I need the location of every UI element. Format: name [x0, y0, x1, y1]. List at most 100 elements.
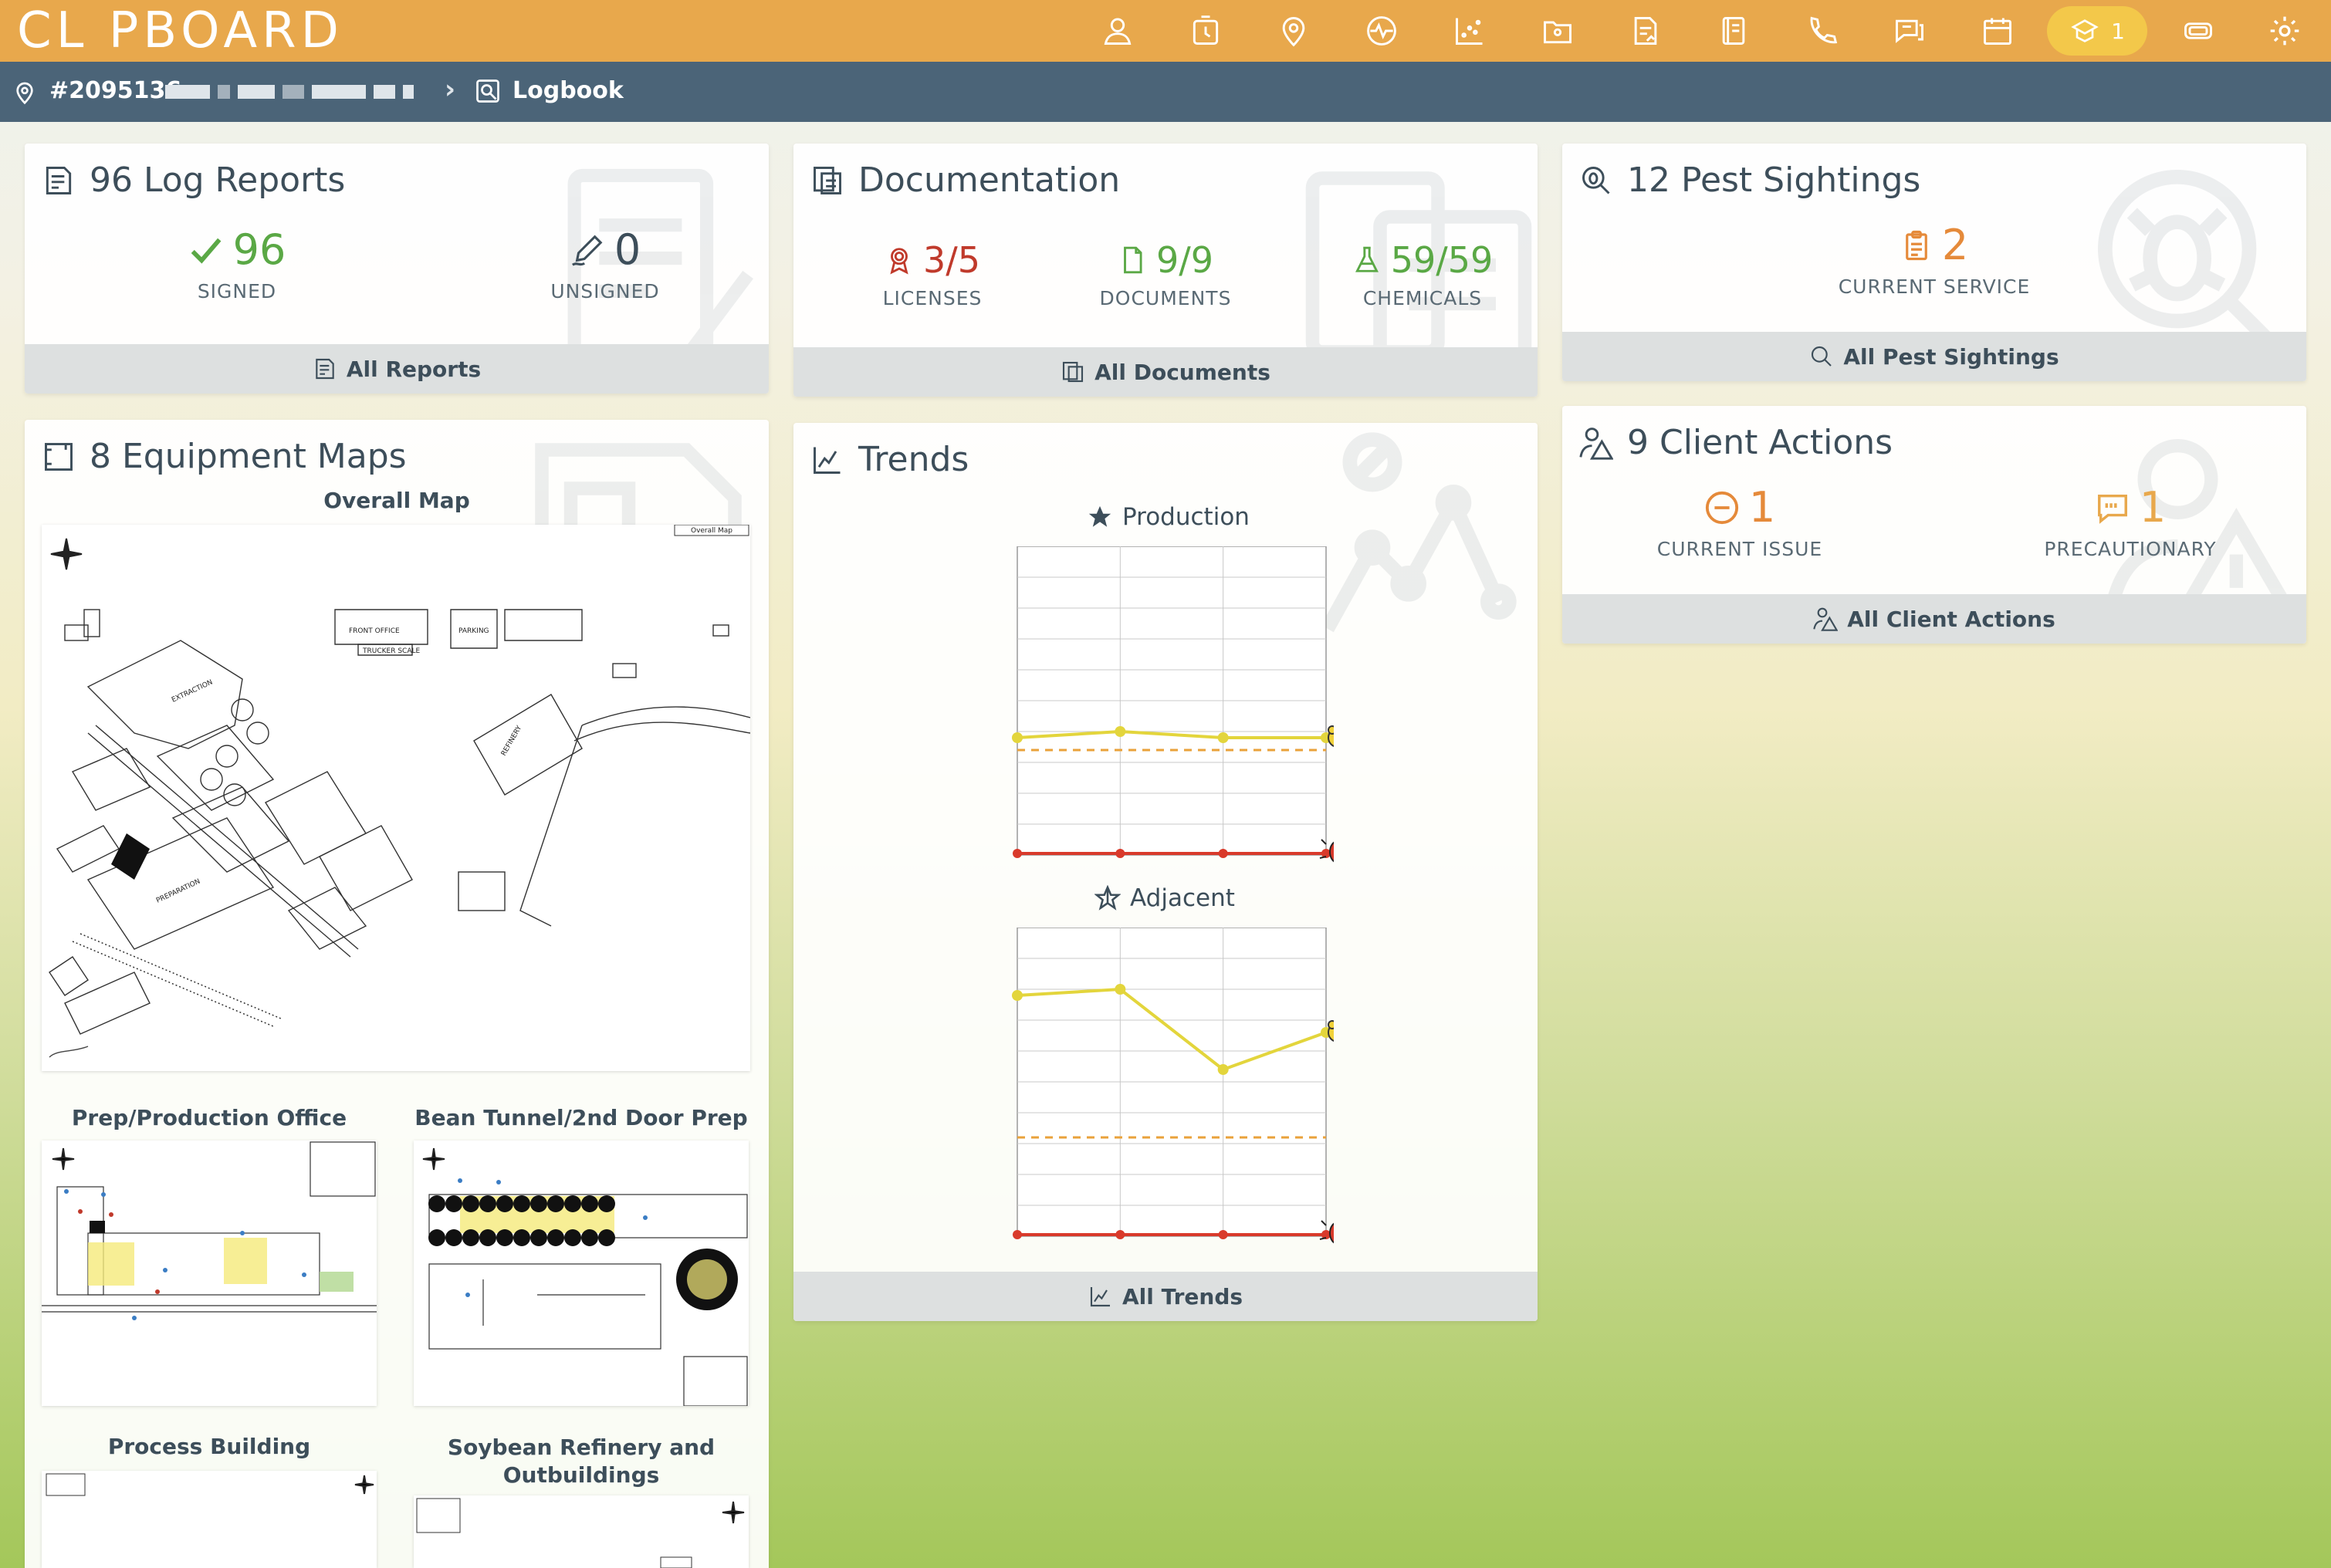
equipment-maps-title[interactable]: 8 Equipment Maps — [42, 437, 407, 476]
signed-stat[interactable]: 96 SIGNED — [148, 225, 326, 302]
chart-point-base — [1321, 849, 1331, 858]
signed-document-icon[interactable] — [1626, 11, 1666, 51]
graduation-box-icon — [2071, 19, 2099, 42]
chart-point-main — [1012, 732, 1023, 743]
chemicals-label: CHEMICALS — [1362, 287, 1483, 309]
prep-production-map-image[interactable] — [42, 1141, 377, 1406]
line-chart-icon — [814, 447, 841, 474]
all-client-actions-link[interactable]: All Client Actions — [1562, 594, 2306, 644]
signed-label: SIGNED — [197, 280, 277, 302]
log-reports-title[interactable]: 96 Log Reports — [42, 161, 345, 200]
phone-icon[interactable] — [1802, 11, 1842, 51]
current-service-label: CURRENT SERVICE — [1838, 275, 2031, 298]
chemicals-stat[interactable]: 59/59 CHEMICALS — [1326, 239, 1519, 309]
folder-icon[interactable] — [1538, 11, 1578, 51]
settings-gear-icon[interactable] — [2265, 11, 2305, 51]
bean-tunnel-map-image[interactable] — [414, 1141, 749, 1406]
rodent-icon — [1328, 725, 1334, 747]
scatter-chart-icon[interactable] — [1450, 11, 1490, 51]
licenses-stat[interactable]: 3/5 LICENSES — [847, 239, 1017, 309]
pest-magnifier-icon — [1812, 346, 1832, 367]
overall-map-label: REFINERY — [500, 725, 524, 758]
documentation-title-text: Documentation — [858, 161, 1121, 200]
equipment-maps-card: 8 Equipment Maps Overall Map Overall Map — [25, 420, 769, 1568]
documents-stat[interactable]: 9/9 DOCUMENTS — [1073, 239, 1258, 309]
ticket-icon[interactable] — [2178, 11, 2218, 51]
chart-point-base — [1321, 1230, 1331, 1239]
calendar-icon[interactable] — [1977, 11, 2018, 51]
trend-name-production: Production — [1122, 503, 1250, 531]
all-reports-label: All Reports — [346, 356, 482, 382]
chart-series-main — [1017, 729, 1326, 739]
all-pest-sightings-link[interactable]: All Pest Sightings — [1562, 332, 2306, 381]
trends-title[interactable]: Trends — [810, 440, 969, 479]
documents-value: 9/9 — [1155, 239, 1214, 281]
all-documents-link[interactable]: All Documents — [793, 347, 1538, 397]
trends-card: Trends Production Adjacent All Trends — [793, 423, 1538, 1321]
unsigned-label: UNSIGNED — [550, 280, 660, 302]
stopwatch-icon[interactable] — [1186, 11, 1226, 51]
all-documents-label: All Documents — [1094, 359, 1270, 385]
overall-map-drawing: Overall Map — [49, 525, 750, 1058]
chart-point-main — [1217, 732, 1229, 743]
report-icon — [316, 358, 334, 380]
log-reports-card: 96 Log Reports 96 SIGNED 0 UNSIGNED All … — [25, 144, 769, 394]
pest-sightings-title[interactable]: 12 Pest Sightings — [1579, 161, 1920, 200]
breadcrumb-account[interactable]: #2095136 — [49, 77, 182, 104]
chart-point-main — [1115, 984, 1126, 995]
overall-map-label: EXTRACTION — [171, 678, 214, 704]
soybean-refinery-map-image[interactable] — [414, 1495, 749, 1568]
documentation-title[interactable]: Documentation — [810, 161, 1120, 200]
flask-icon — [1355, 246, 1379, 272]
location-pin-icon[interactable] — [1274, 11, 1314, 51]
unsigned-stat[interactable]: 0 UNSIGNED — [513, 225, 698, 302]
overall-map-label: FRONT OFFICE — [349, 627, 400, 635]
all-trends-label: All Trends — [1122, 1283, 1243, 1309]
map-title-bean-tunnel: Bean Tunnel/2nd Door Prep — [414, 1105, 748, 1130]
speech-quote-icon — [2097, 494, 2127, 524]
binder-icon[interactable] — [1714, 11, 1754, 51]
training-badge[interactable]: 1 — [2047, 6, 2147, 56]
logbook-icon — [476, 79, 499, 103]
client-actions-title-text: 9 Client Actions — [1627, 423, 1893, 462]
all-trends-link[interactable]: All Trends — [793, 1272, 1538, 1321]
licenses-label: LICENSES — [882, 287, 983, 309]
chart-point-main — [1012, 990, 1023, 1001]
chat-icon[interactable] — [1889, 11, 1930, 51]
current-service-stat[interactable]: 2 CURRENT SERVICE — [1817, 221, 2052, 298]
client-actions-card: 9 Client Actions 1 CURRENT ISSUE 1 PRECA… — [1562, 406, 2306, 644]
all-client-actions-label: All Client Actions — [1847, 606, 2055, 632]
current-issue-label: CURRENT ISSUE — [1656, 538, 1823, 560]
chart-point-base — [1115, 1230, 1125, 1239]
process-building-map-image[interactable] — [42, 1471, 377, 1568]
overall-map-image[interactable]: Overall Map — [42, 525, 750, 1071]
precautionary-value: 1 — [2139, 483, 2167, 532]
person-warning-icon — [1579, 427, 1613, 460]
insect-icon — [1319, 1220, 1334, 1244]
clipboard-logo[interactable]: CL PBOARD — [17, 2, 343, 59]
production-trend-chart[interactable] — [1010, 546, 1334, 870]
person-warning-icon — [1813, 607, 1839, 631]
top-nav-bar: CL PBOARD 1 — [0, 0, 2331, 62]
overall-map-label: PARKING — [458, 627, 489, 635]
trend-name-adjacent: Adjacent — [1130, 884, 1235, 912]
line-chart-icon — [1090, 1287, 1110, 1307]
activity-icon[interactable] — [1362, 11, 1402, 51]
equipment-maps-title-text: 8 Equipment Maps — [90, 437, 407, 476]
precautionary-stat[interactable]: 1 PRECAUTIONARY — [2018, 483, 2243, 560]
insect-icon — [1319, 839, 1334, 863]
precautionary-label: PRECAUTIONARY — [2044, 538, 2217, 560]
user-icon[interactable] — [1098, 11, 1138, 51]
adjacent-trend-chart[interactable] — [1010, 928, 1334, 1252]
trends-title-text: Trends — [858, 440, 969, 479]
pest-sightings-card: 12 Pest Sightings 2 CURRENT SERVICE All … — [1562, 144, 2306, 381]
current-issue-stat[interactable]: 1 CURRENT ISSUE — [1636, 483, 1843, 560]
current-issue-value: 1 — [1748, 483, 1776, 532]
all-reports-link[interactable]: All Reports — [25, 344, 769, 394]
trend-label-production: Production — [1087, 503, 1250, 531]
documents-label: DOCUMENTS — [1099, 287, 1232, 309]
training-count: 1 — [2111, 18, 2125, 44]
report-icon — [46, 166, 72, 194]
unsigned-value: 0 — [614, 225, 641, 274]
client-actions-title[interactable]: 9 Client Actions — [1579, 423, 1893, 462]
